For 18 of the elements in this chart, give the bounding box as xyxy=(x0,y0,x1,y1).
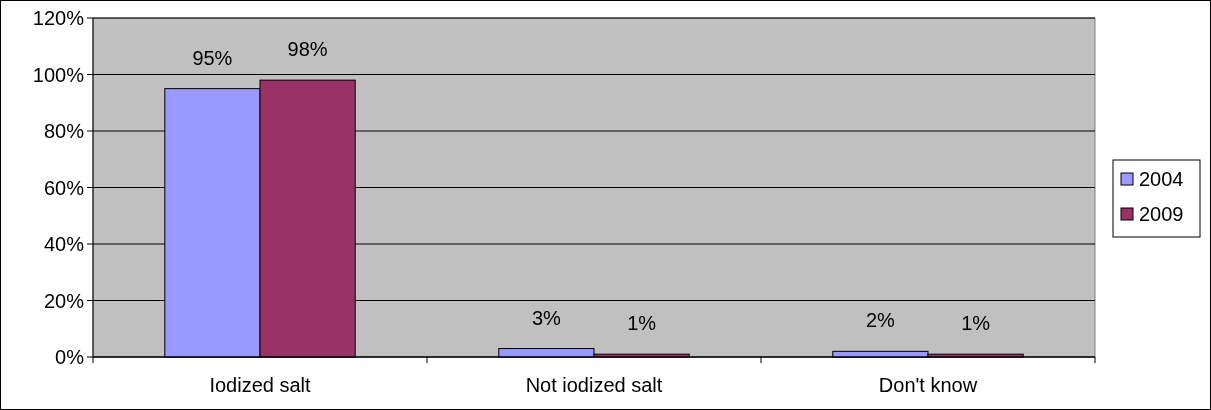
y-tick-label: 100% xyxy=(32,63,85,86)
y-tick-label: 0% xyxy=(55,346,85,368)
data-label: 1% xyxy=(961,312,991,335)
data-label: 1% xyxy=(627,312,657,335)
y-tick-label: 120% xyxy=(32,7,85,29)
y-tick-label: 60% xyxy=(43,176,85,199)
x-tick-label: Don't know xyxy=(878,374,978,396)
y-tick-label: 20% xyxy=(43,289,85,312)
y-tick-label: 40% xyxy=(43,233,85,255)
y-tick-label: 80% xyxy=(43,120,85,142)
data-label: 95% xyxy=(192,46,233,69)
x-tick-label: Not iodized salt xyxy=(525,374,663,396)
data-label: 3% xyxy=(531,306,562,329)
legend-label: 2009 xyxy=(1139,203,1184,225)
data-label: 2% xyxy=(865,309,896,332)
x-tick-label: Iodized salt xyxy=(209,374,312,396)
legend-label: 2004 xyxy=(1139,168,1184,190)
data-label: 98% xyxy=(287,38,328,61)
